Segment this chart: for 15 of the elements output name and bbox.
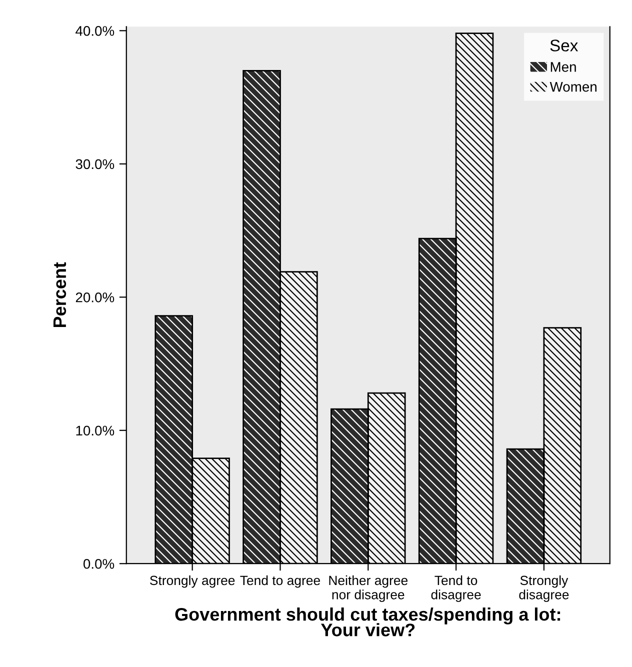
y-axis-title: Percent <box>53 262 66 328</box>
x-tick-label: Neither agree nor disagree <box>329 575 408 602</box>
x-tick-label: Strongly disagree <box>519 575 569 602</box>
legend-title: Sex <box>550 40 578 52</box>
legend-label: Men <box>550 62 576 72</box>
legend-label: Women <box>550 82 596 92</box>
y-tick-label: 40.0% <box>76 26 114 36</box>
y-tick-label: 20.0% <box>76 292 114 302</box>
x-axis-title: Government should cut taxes/spending a lot: Your view? <box>175 607 560 636</box>
x-tick-label: Strongly agree <box>150 575 235 588</box>
y-tick-label: 0.0% <box>83 558 114 569</box>
y-tick-label: 10.0% <box>76 426 114 436</box>
x-tick-label: Tend to disagree <box>431 575 481 602</box>
y-tick-label: 30.0% <box>76 159 114 170</box>
x-tick-label: Tend to agree <box>240 575 320 588</box>
